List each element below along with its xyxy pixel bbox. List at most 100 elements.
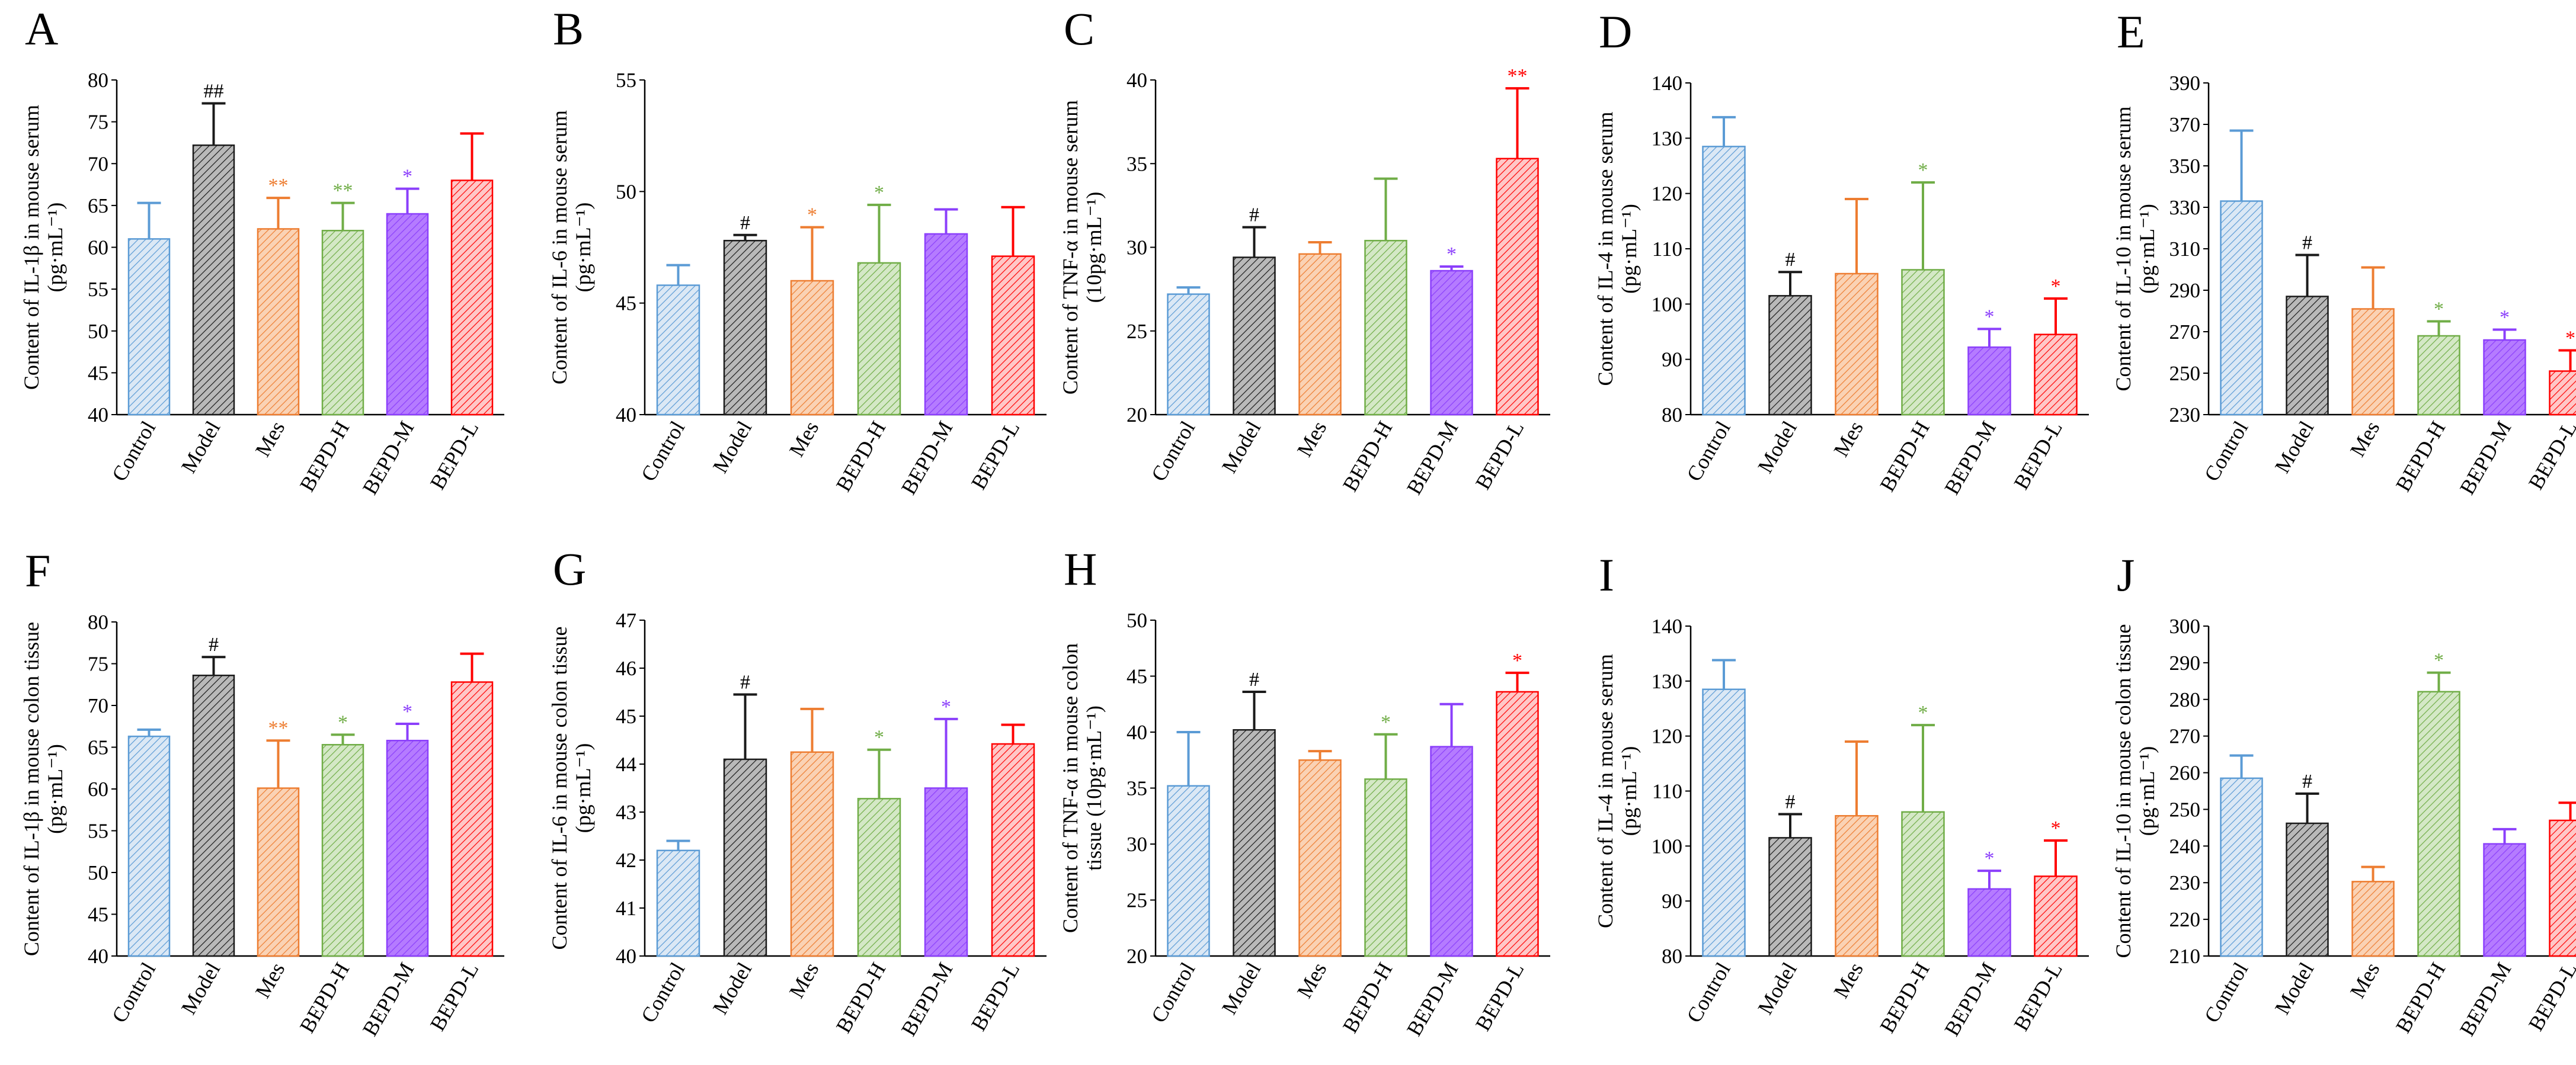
y-tick-label: 46 <box>616 657 636 680</box>
significance-mark: # <box>1785 791 1796 813</box>
bar-mes <box>2351 881 2395 957</box>
bar-bepd-h <box>1364 778 1407 957</box>
bar-mes <box>1298 759 1342 957</box>
y-tick-label: 270 <box>2169 725 2201 748</box>
y-tick-label: 50 <box>616 180 636 203</box>
x-tick-label: Mes <box>251 417 290 461</box>
y-tick-label: 110 <box>1652 238 1682 261</box>
y-tick-label: 90 <box>1662 348 1682 371</box>
x-tick-label: Mes <box>251 958 290 1002</box>
y-tick-label: 20 <box>1127 945 1147 968</box>
bar-model <box>2286 822 2329 957</box>
x-tick-label: BEPD-H <box>831 417 891 496</box>
bar-model <box>192 144 235 416</box>
significance-mark: * <box>402 701 412 723</box>
significance-mark: * <box>2051 817 2061 839</box>
y-tick-label: 75 <box>88 111 108 134</box>
bar-mes <box>790 280 834 416</box>
bar-bepd-m <box>2483 339 2526 416</box>
bar-model <box>723 758 767 957</box>
y-tick-label: 45 <box>88 903 108 926</box>
bar-control <box>1167 785 1210 957</box>
bar-model <box>192 674 235 957</box>
y-tick-label: 47 <box>616 609 636 632</box>
y-axis-label: Content of IL-1β in mouse colon tissue(p… <box>20 622 67 956</box>
x-tick-label: BEPD-M <box>897 417 958 499</box>
bar-bepd-l <box>2034 333 2078 416</box>
significance-mark: * <box>1381 711 1391 733</box>
y-axis-label: Content of TNF-α in mouse colontissue (1… <box>1058 643 1106 933</box>
panel-letter: I <box>1599 549 1614 601</box>
x-tick-label: BEPD-H <box>2391 958 2450 1037</box>
bar-mes <box>257 787 300 957</box>
bar-bepd-l <box>2034 875 2078 957</box>
significance-mark: * <box>2565 328 2575 349</box>
x-tick-label: Model <box>1753 417 1801 477</box>
bar-control <box>656 284 700 416</box>
x-tick-label: BEPD-M <box>1940 958 2001 1040</box>
y-tick-label: 280 <box>2169 688 2201 711</box>
significance-mark: ** <box>333 180 353 202</box>
y-tick-label: 60 <box>88 778 108 801</box>
significance-mark: * <box>874 182 884 204</box>
bar-bepd-h <box>1364 239 1407 416</box>
y-tick-label: 90 <box>1662 890 1682 913</box>
y-tick-label: 140 <box>1652 615 1683 638</box>
panel-C: C Content of TNF-α in mouse serum(10pg·mL… <box>1058 3 1550 499</box>
significance-mark: * <box>2051 275 2061 297</box>
bar-bepd-l <box>2549 370 2576 416</box>
y-tick-label: 70 <box>88 694 108 717</box>
x-tick-label: BEPD-L <box>967 958 1025 1035</box>
y-axis-label: Content of IL-10 in mouse serum(pg·mL⁻¹) <box>2111 107 2159 392</box>
x-tick-label: Model <box>2270 958 2319 1018</box>
panel-A: A Content of IL-1β in mouse serum(pg·mL⁻¹… <box>20 3 504 499</box>
y-tick-label: 35 <box>1127 152 1147 175</box>
x-tick-label: Control <box>2200 417 2253 485</box>
panel-E: E Content of IL-10 in mouse serum(pg·mL⁻¹… <box>2111 6 2576 499</box>
x-tick-label: BEPD-M <box>2455 958 2516 1040</box>
y-tick-label: 80 <box>1662 403 1682 426</box>
bar-mes <box>1298 253 1342 416</box>
significance-mark: # <box>2302 771 2312 793</box>
bar-bepd-m <box>924 233 968 416</box>
y-tick-label: 42 <box>616 849 636 872</box>
significance-mark: * <box>1918 159 1928 181</box>
x-tick-label: Mes <box>1829 958 1868 1002</box>
y-tick-label: 30 <box>1127 236 1147 259</box>
y-tick-label: 60 <box>88 236 108 259</box>
y-tick-label: 55 <box>88 820 108 843</box>
bar-mes <box>1835 815 1879 957</box>
bar-bepd-m <box>1430 270 1473 416</box>
bar-control <box>656 849 700 957</box>
y-tick-label: 250 <box>2169 362 2201 385</box>
significance-mark: # <box>740 672 750 694</box>
x-tick-label: BEPD-H <box>1875 958 1934 1037</box>
significance-mark: * <box>1447 243 1457 265</box>
panel-letter: H <box>1064 543 1097 595</box>
bar-control <box>1702 146 1746 416</box>
x-tick-label: Model <box>177 958 225 1018</box>
y-tick-label: 40 <box>88 403 108 426</box>
panel-letter: B <box>553 3 584 54</box>
y-tick-label: 250 <box>2169 798 2201 821</box>
panel-J: J Content of IL-10 in mouse colon tissue(… <box>2111 549 2576 1040</box>
significance-mark: * <box>1512 650 1522 672</box>
y-axis-label: Content of IL-10 in mouse colon tissue(p… <box>2111 624 2159 958</box>
bar-bepd-l <box>450 179 494 416</box>
x-tick-label: BEPD-H <box>1338 958 1397 1037</box>
y-tick-label: 45 <box>88 361 108 384</box>
bar-mes <box>257 228 300 416</box>
significance-mark: ** <box>1508 65 1528 87</box>
y-tick-label: 110 <box>1652 780 1682 803</box>
x-tick-label: BEPD-M <box>358 958 419 1040</box>
bar-control <box>2220 200 2263 416</box>
y-axis-label: Content of IL-6 in mouse serum(pg·mL⁻¹) <box>548 110 595 384</box>
y-tick-label: 20 <box>1127 403 1147 426</box>
x-tick-label: Control <box>636 958 690 1026</box>
bar-bepd-h <box>321 744 364 957</box>
significance-mark: * <box>1985 306 1995 328</box>
y-tick-label: 45 <box>1127 665 1147 688</box>
y-tick-label: 65 <box>88 736 108 759</box>
significance-mark: * <box>338 711 348 733</box>
y-tick-label: 40 <box>616 945 636 968</box>
